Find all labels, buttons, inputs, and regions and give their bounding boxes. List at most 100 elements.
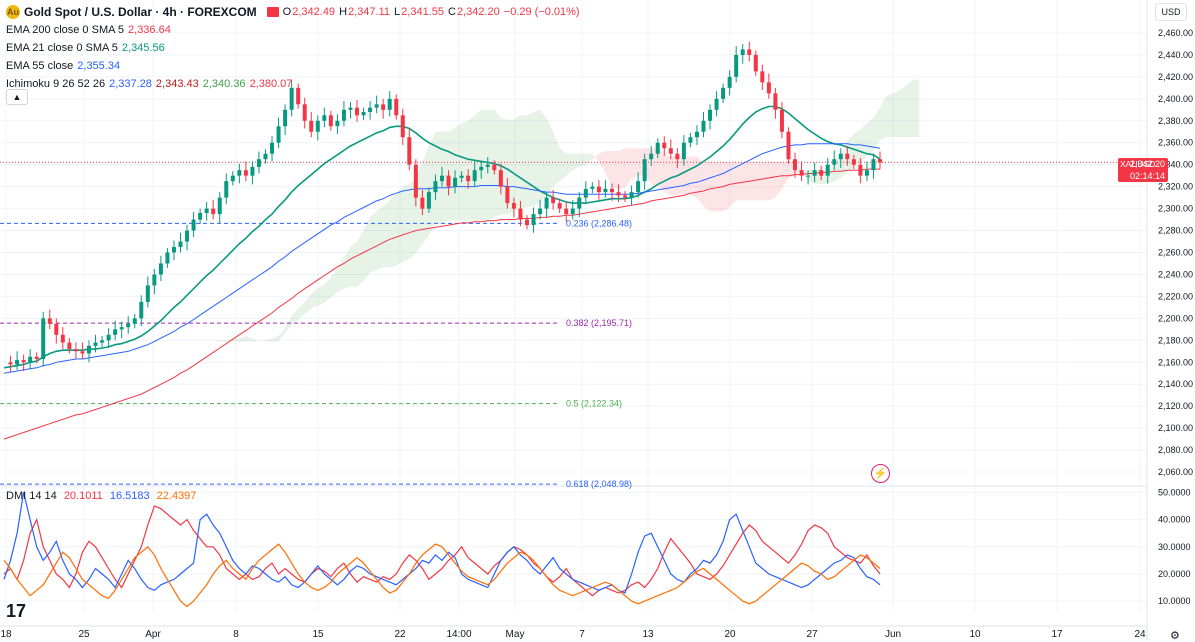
ichimoku-cloud-segment <box>899 85 907 138</box>
candle-body <box>145 285 150 302</box>
price-axis-label: 2,120.00 <box>1158 401 1193 411</box>
indicator-ema55[interactable]: EMA 55 close 2,355.34 <box>6 57 584 75</box>
ichimoku-cloud-segment <box>258 340 266 342</box>
price-axis-label: 2,140.00 <box>1158 379 1193 389</box>
indicator-value: 2,343.43 <box>155 78 199 90</box>
ichimoku-cloud-segment <box>402 183 410 262</box>
candle-body <box>283 109 288 127</box>
currency-button[interactable]: USD <box>1155 3 1187 21</box>
price-axis-label: 2,360.00 <box>1158 138 1193 148</box>
candle-body <box>132 318 137 324</box>
candle-body <box>799 170 804 176</box>
series-line-ema-21 <box>3 105 881 369</box>
ichimoku-cloud-segment <box>605 150 612 187</box>
dmi-axis-label: 10.0000 <box>1158 596 1191 606</box>
candle-body <box>34 356 39 359</box>
candle-body <box>596 186 601 193</box>
candle-body <box>694 131 699 138</box>
collapse-legend-button[interactable]: ▲ <box>6 89 28 105</box>
series-line-ema-55 <box>3 143 881 374</box>
ichimoku-cloud-segment <box>461 120 469 221</box>
price-axis-label: 2,080.00 <box>1158 445 1193 455</box>
tradingview-logo[interactable]: 17 <box>6 601 27 621</box>
candle-body <box>518 208 523 220</box>
candle-body <box>773 93 778 110</box>
ichimoku-cloud-segment <box>703 161 711 212</box>
ichimoku-cloud-segment <box>422 145 429 245</box>
candle-body <box>668 148 673 154</box>
ichimoku-cloud-segment <box>448 127 456 221</box>
candle-body <box>655 142 660 154</box>
candle-body <box>433 181 438 193</box>
symbol-header: Au Gold Spot / U.S. Dollar · 4h · FOREXC… <box>6 3 584 21</box>
candle-body <box>54 323 59 335</box>
indicator-ema21[interactable]: EMA 21 close 0 SMA 5 2,345.56 <box>6 39 584 57</box>
price-axis-label: 2,440.00 <box>1158 50 1193 60</box>
ichimoku-cloud-segment <box>755 161 763 201</box>
time-axis-label: 13 <box>642 629 654 640</box>
candle-body <box>878 159 882 163</box>
indicator-ema200[interactable]: EMA 200 close 0 SMA 5 2,336.64 <box>6 21 584 39</box>
candle-body <box>511 203 516 209</box>
indicator-value: 2,340.36 <box>202 78 246 90</box>
candle-body <box>564 208 569 215</box>
candle-body <box>67 342 72 350</box>
candle-body <box>28 356 33 363</box>
price-tag-value: 2,342.20 <box>1129 159 1165 169</box>
dmi-series-line <box>3 543 881 608</box>
ichimoku-cloud-segment <box>337 257 344 293</box>
ichimoku-cloud-segment <box>559 148 567 182</box>
ichimoku-cloud-segment <box>370 211 377 273</box>
ichimoku-cloud-segment <box>180 341 188 361</box>
candle-body <box>420 197 425 209</box>
ichimoku-cloud-segment <box>298 301 305 320</box>
candle-body <box>485 164 490 167</box>
time-axis-label: 10 <box>969 629 981 640</box>
ohlc-open-label: O <box>282 6 292 18</box>
fib-level-label: 0.5 (2,122.34) <box>566 399 622 409</box>
ichimoku-cloud-segment <box>893 90 900 138</box>
ichimoku-cloud-segment <box>239 335 246 342</box>
ichimoku-cloud-segment <box>265 338 273 342</box>
time-axis-label: 8 <box>233 629 239 640</box>
candle-body <box>760 71 765 83</box>
ichimoku-cloud-segment <box>723 161 730 212</box>
ichimoku-cloud-segment <box>324 277 331 303</box>
candle-body <box>361 112 366 116</box>
lightning-icon[interactable]: ⚡ <box>871 464 890 483</box>
candle-body <box>714 98 719 110</box>
indicator-ichimoku[interactable]: Ichimoku 9 26 52 26 2,337.28 2,343.43 2,… <box>6 75 584 93</box>
candle-body <box>100 340 105 343</box>
price-axis-label: 2,300.00 <box>1158 204 1193 214</box>
ichimoku-cloud-segment <box>232 338 240 342</box>
ohlc-close-value: 2,342.20 <box>456 6 500 18</box>
dmi-legend[interactable]: DMI 14 14 20.1011 16.5183 22.4397 <box>6 490 200 502</box>
fib-level-label: 0.618 (2,048.98) <box>566 479 632 489</box>
candle-body <box>178 241 183 248</box>
ichimoku-cloud-segment <box>853 129 861 168</box>
settings-gear-icon[interactable]: ⚙ <box>1170 630 1180 642</box>
series-line-ema-200 <box>3 168 880 440</box>
time-axis-label: 15 <box>312 629 324 640</box>
price-axis-label: 2,060.00 <box>1158 467 1193 477</box>
candle-body <box>237 170 242 176</box>
ichimoku-cloud-segment <box>736 161 743 201</box>
ohlc-close-label: C <box>447 6 456 18</box>
symbol-title[interactable]: Gold Spot / U.S. Dollar · 4h · FOREXCOM <box>24 5 257 19</box>
candle-body <box>302 104 307 121</box>
candle-body <box>636 181 641 193</box>
indicator-value: 2,380.07 <box>249 78 293 90</box>
candle-body <box>355 107 360 116</box>
ichimoku-cloud-segment <box>533 109 541 206</box>
indicator-name: EMA 55 close <box>6 60 74 72</box>
ohlc-change: −0.29 (−0.01%) <box>503 6 580 18</box>
candle-body <box>47 318 52 324</box>
indicator-name: EMA 21 close 0 SMA 5 <box>6 42 118 54</box>
ichimoku-cloud-segment <box>540 109 547 204</box>
ichimoku-cloud-segment <box>357 230 364 287</box>
candle-body <box>531 214 536 226</box>
candle-body <box>570 208 575 215</box>
ichimoku-cloud-segment <box>389 193 397 268</box>
candle-body <box>322 115 327 121</box>
